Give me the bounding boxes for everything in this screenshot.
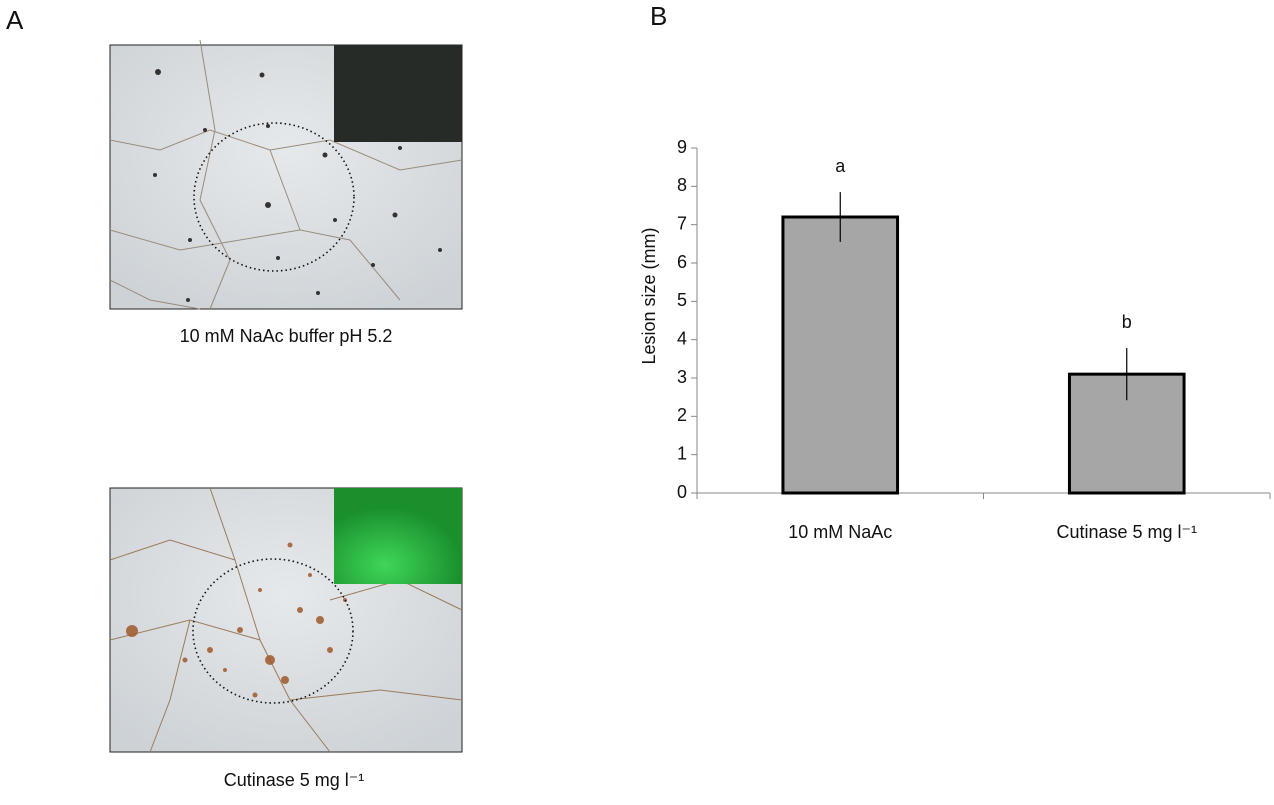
photo-cutinase bbox=[109, 487, 463, 753]
panel-label: B bbox=[650, 1, 667, 31]
panel-label: A bbox=[6, 5, 24, 35]
x-tick-label: Cutinase 5 mg l⁻¹ bbox=[1056, 522, 1197, 542]
photo-caption: Cutinase 5 mg l⁻¹ bbox=[224, 770, 365, 790]
significance-letter: b bbox=[1122, 312, 1132, 332]
y-tick-label: 7 bbox=[677, 213, 687, 233]
y-tick-label: 1 bbox=[677, 443, 687, 463]
photo-control bbox=[109, 39, 463, 310]
bar bbox=[781, 215, 900, 495]
y-axis-label: Lesion size (mm) bbox=[639, 227, 659, 364]
y-tick-label: 9 bbox=[677, 137, 687, 157]
y-tick-label: 3 bbox=[677, 367, 687, 387]
significance-letter: a bbox=[835, 156, 846, 176]
y-tick-label: 4 bbox=[677, 328, 687, 348]
y-tick-label: 8 bbox=[677, 175, 687, 195]
y-tick-label: 2 bbox=[677, 405, 687, 425]
y-tick-label: 6 bbox=[677, 252, 687, 272]
y-tick-label: 0 bbox=[677, 482, 687, 502]
x-tick-label: 10 mM NaAc bbox=[788, 522, 892, 542]
photo-caption: 10 mM NaAc buffer pH 5.2 bbox=[180, 326, 393, 346]
y-tick-label: 5 bbox=[677, 290, 687, 310]
